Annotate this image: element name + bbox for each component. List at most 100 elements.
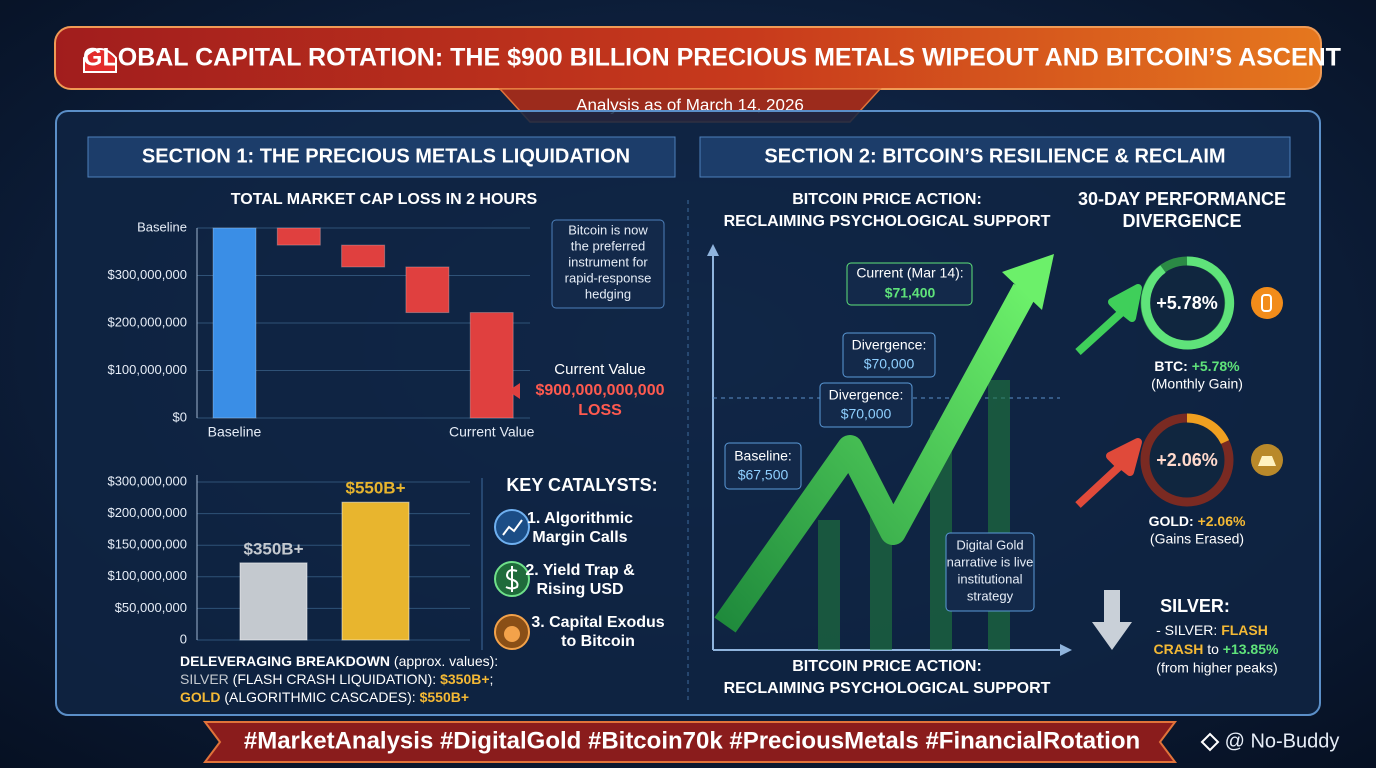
y-tick-label: Baseline bbox=[137, 219, 187, 234]
loss-arrow bbox=[508, 383, 520, 399]
section1-heading: SECTION 1: THE PRECIOUS METALS LIQUIDATI… bbox=[142, 145, 630, 167]
section2-heading: SECTION 2: BITCOIN’S RESILIENCE & RECLAI… bbox=[764, 145, 1225, 167]
btc-ring-value: +5.78% bbox=[1156, 293, 1218, 313]
narrative-line: institutional bbox=[957, 571, 1022, 586]
gold-arrow bbox=[1075, 438, 1142, 508]
section2-header bbox=[699, 136, 1291, 178]
gold-label: GOLD: bbox=[1149, 513, 1198, 529]
breakdown-text: GOLD bbox=[180, 689, 220, 705]
btc-chart-caption: BITCOIN PRICE ACTION: bbox=[792, 658, 982, 675]
note-line: instrument for bbox=[568, 254, 648, 269]
catalyst-item: 1. Algorithmic bbox=[527, 510, 633, 527]
btc-chart-caption: RECLAIMING PSYCHOLOGICAL SUPPORT bbox=[724, 680, 1051, 697]
waterfall-title: TOTAL MARKET CAP LOSS IN 2 HOURS bbox=[231, 191, 538, 208]
btc-chart-title: RECLAIMING PSYCHOLOGICAL SUPPORT bbox=[724, 213, 1051, 230]
catalyst-item: to Bitcoin bbox=[561, 633, 635, 650]
catalyst-item: Margin Calls bbox=[532, 529, 627, 546]
x-tick-label: Current Value bbox=[449, 424, 535, 440]
loss-word: LOSS bbox=[578, 402, 622, 419]
callout-value: $67,500 bbox=[738, 467, 789, 483]
breakdown-text: (approx. values): bbox=[390, 653, 498, 669]
x-tick-label: Baseline bbox=[208, 424, 262, 440]
breakdown-text: (FLASH CRASH LIQUIDATION): bbox=[229, 671, 440, 687]
section1-header bbox=[87, 136, 676, 178]
bar bbox=[239, 562, 308, 641]
callout-label: Baseline: bbox=[734, 448, 792, 464]
note-box bbox=[551, 219, 665, 309]
y-tick-label: $0 bbox=[173, 409, 187, 424]
breakdown-line: SILVER (FLASH CRASH LIQUIDATION): $350B+… bbox=[180, 671, 493, 687]
y-tick-label: 0 bbox=[180, 631, 187, 646]
gold-ring-arc bbox=[1186, 413, 1230, 445]
axis-arrow bbox=[707, 244, 719, 256]
perf-title: DIVERGENCE bbox=[1122, 211, 1241, 231]
breakdown-text: ; bbox=[490, 671, 494, 687]
callout-label: Divergence: bbox=[852, 337, 927, 353]
silver-text: - SILVER: bbox=[1156, 622, 1221, 638]
gold-icon-glyph bbox=[1258, 456, 1276, 466]
callout bbox=[819, 382, 913, 428]
breakdown-text: (ALGORITHMIC CASCADES): bbox=[220, 689, 419, 705]
loss-value: $900,000,000,000 bbox=[535, 382, 664, 399]
bar-label: $350B+ bbox=[243, 539, 303, 558]
bar bbox=[469, 312, 514, 419]
btc-icon bbox=[1251, 287, 1283, 319]
bar bbox=[341, 244, 386, 268]
btc-value: +5.78% bbox=[1192, 358, 1240, 374]
breakdown-text: $350B+ bbox=[440, 671, 489, 687]
credit-icon bbox=[1200, 732, 1220, 752]
date: Analysis as of March 14, 2026 bbox=[576, 95, 804, 114]
breakdown-text: DELEVERAGING BREAKDOWN bbox=[180, 653, 390, 669]
silver-arrow bbox=[1092, 590, 1132, 650]
btc-icon-glyph bbox=[1261, 294, 1272, 312]
silver-text: to bbox=[1203, 641, 1222, 657]
y-tick-label: $200,000,000 bbox=[107, 314, 187, 329]
catalyst-icon-glyph bbox=[504, 626, 520, 642]
bar bbox=[341, 501, 410, 641]
catalyst-item: 3. Capital Exodus bbox=[531, 614, 664, 631]
silver-text: FLASH bbox=[1221, 622, 1268, 638]
gold-result: GOLD: +2.06% bbox=[1149, 513, 1246, 529]
waterfall-chart: $0 $100,000,000 $200,000,000 $300,000,000 Ba… bbox=[107, 219, 534, 439]
callout-label: Divergence: bbox=[829, 387, 904, 403]
catalysts-title: KEY CATALYSTS: bbox=[506, 475, 657, 495]
gold-ring-value: +2.06% bbox=[1156, 450, 1218, 470]
bar bbox=[276, 227, 321, 246]
bar-label: $550B+ bbox=[345, 479, 405, 498]
bar bbox=[212, 227, 257, 419]
btc-arrowhead bbox=[1002, 254, 1054, 310]
y-tick-label: $100,000,000 bbox=[107, 568, 187, 583]
callout bbox=[846, 262, 973, 306]
callout-value: $70,000 bbox=[841, 406, 892, 422]
breakdown-text: SILVER bbox=[180, 671, 229, 687]
callout-label: Current (Mar 14): bbox=[856, 265, 963, 281]
y-tick-label: $100,000,000 bbox=[107, 362, 187, 377]
silver-line: - SILVER: FLASH bbox=[1156, 622, 1268, 638]
note-line: rapid-response bbox=[565, 270, 652, 285]
note-line: hedging bbox=[585, 286, 631, 301]
silver-title: SILVER: bbox=[1160, 596, 1230, 616]
callout bbox=[724, 442, 802, 490]
y-tick-label: $50,000,000 bbox=[115, 600, 187, 615]
y-tick-label: $200,000,000 bbox=[107, 505, 187, 520]
narrative-line: strategy bbox=[967, 588, 1014, 603]
silver-line: CRASH to +13.85% bbox=[1154, 641, 1279, 657]
y-tick-label: $300,000,000 bbox=[107, 473, 187, 488]
breakdown-line: GOLD (ALGORITHMIC CASCADES): $550B+ bbox=[180, 689, 469, 705]
catalyst-icon bbox=[494, 509, 530, 545]
catalyst-icon-glyph bbox=[502, 519, 523, 536]
callout-value: $70,000 bbox=[864, 356, 915, 372]
silver-note: (from higher peaks) bbox=[1156, 660, 1277, 676]
silver-text: +13.85% bbox=[1223, 641, 1279, 657]
perf-title: 30-DAY PERFORMANCE bbox=[1078, 189, 1286, 209]
title: GLOBAL CAPITAL ROTATION: THE $900 BILLIO… bbox=[83, 44, 1341, 72]
narrative-line: narrative is live bbox=[947, 554, 1034, 569]
btc-result: BTC: +5.78% bbox=[1154, 358, 1240, 374]
y-tick-label: $300,000,000 bbox=[107, 267, 187, 282]
up-arrow bbox=[1075, 284, 1142, 355]
breakdown-line: DELEVERAGING BREAKDOWN (approx. values): bbox=[180, 653, 498, 669]
axis-arrow bbox=[1060, 644, 1072, 656]
current-label: Current Value bbox=[554, 361, 645, 378]
silver-text: CRASH bbox=[1154, 641, 1204, 657]
